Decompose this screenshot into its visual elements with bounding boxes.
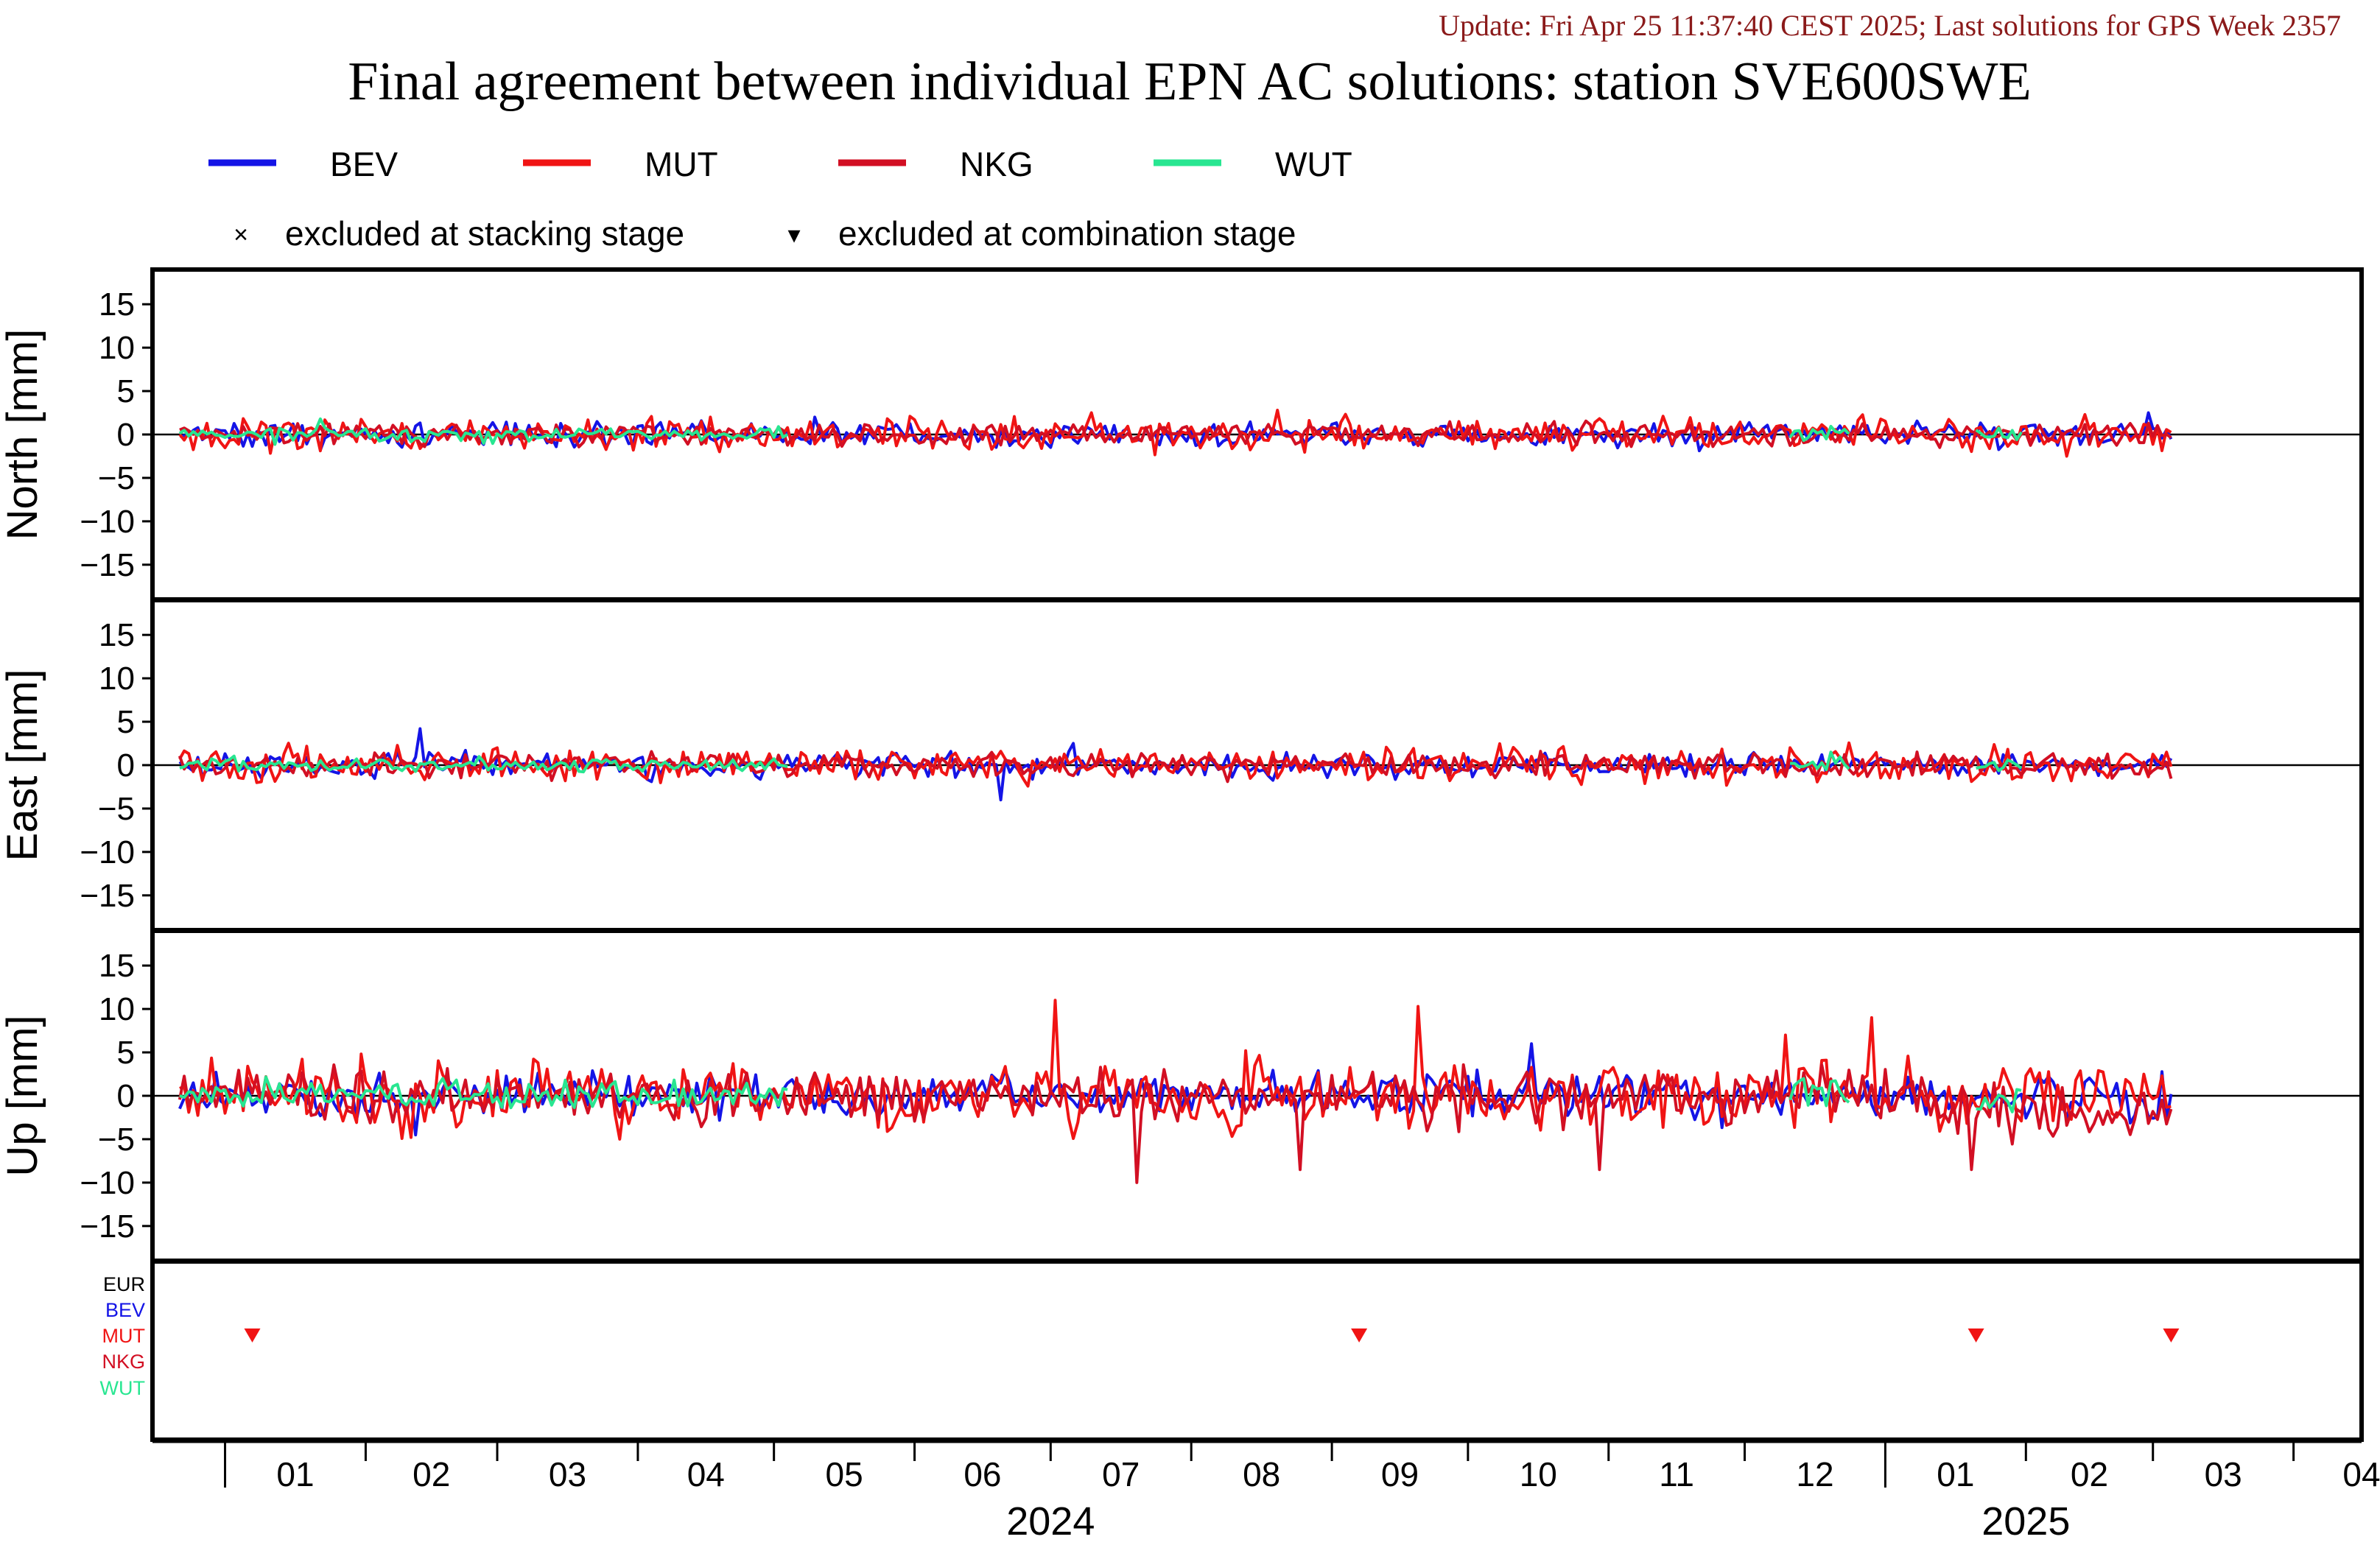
y-axis-label: Up [mm] (0, 1015, 46, 1176)
y-tick-label: 10 (99, 330, 135, 366)
panel-up: −15 −10 −5 0 5 10 15 Up [mm] (0, 931, 2362, 1261)
legend: BEV MUT NKG WUT × excluded at stacking stage ▾… (208, 145, 1352, 253)
legend-label-wut: WUT (1275, 145, 1352, 183)
exclusion-panel: EUR BEV MUT NKG WUT (100, 1261, 2362, 1440)
x-tick-label: 09 (1381, 1455, 1419, 1493)
x-tick-label: 12 (1796, 1455, 1833, 1493)
legend-marker-label: excluded at combination stage (838, 214, 1296, 253)
triangle-marker-icon: ▾ (787, 221, 800, 249)
combination-excluded-marker (2163, 1328, 2179, 1342)
panel-east: −15 −10 −5 0 5 10 15 East [mm] (0, 600, 2362, 930)
exclusion-row-label-wut: WUT (100, 1377, 145, 1399)
x-tick-label: 05 (826, 1455, 863, 1493)
combination-excluded-marker (1351, 1328, 1367, 1342)
y-tick-label: −5 (98, 460, 135, 496)
x-tick-label: 07 (1102, 1455, 1140, 1493)
exclusion-row-label-eur: EUR (103, 1273, 145, 1295)
y-axis-label: East [mm] (0, 669, 46, 861)
x-tick-label: 04 (2342, 1455, 2380, 1493)
y-tick-label: −15 (80, 1208, 135, 1245)
y-tick-label: 0 (117, 747, 135, 784)
combination-excluded-marker (245, 1328, 261, 1342)
x-tick-label: 04 (687, 1455, 725, 1493)
y-tick-label: −15 (80, 547, 135, 583)
series-line-nkg (180, 1065, 2172, 1183)
legend-label-bev: BEV (330, 145, 398, 183)
legend-label-mut: MUT (645, 145, 718, 183)
y-tick-label: −5 (98, 791, 135, 827)
y-tick-label: −15 (80, 878, 135, 914)
y-tick-label: 10 (99, 991, 135, 1027)
y-tick-label: −10 (80, 834, 135, 870)
x-year-label: 2025 (1981, 1499, 2070, 1544)
y-tick-label: 15 (99, 948, 135, 984)
y-tick-label: −10 (80, 504, 135, 540)
x-tick-label: 11 (1659, 1455, 1694, 1493)
y-tick-label: 15 (99, 617, 135, 653)
x-tick-label: 03 (549, 1455, 586, 1493)
exclusion-row-label-mut: MUT (102, 1325, 145, 1347)
legend-label-nkg: NKG (960, 145, 1033, 183)
cross-marker-icon: × (234, 221, 248, 249)
y-tick-label: 10 (99, 661, 135, 697)
plot-panels: −15 −10 −5 0 5 10 15 North [mm] −15 −10 −5 0 5 10 15 Ea… (0, 270, 2362, 1440)
legend-marker-label: excluded at stacking stage (285, 214, 684, 253)
y-tick-label: −5 (98, 1122, 135, 1158)
y-tick-label: 15 (99, 286, 135, 323)
y-tick-label: −10 (80, 1165, 135, 1201)
y-tick-label: 5 (117, 704, 135, 740)
x-tick-label: 10 (1520, 1455, 1557, 1493)
exclusion-panel-frame (152, 1261, 2362, 1440)
y-tick-label: 5 (117, 373, 135, 409)
panel-north: −15 −10 −5 0 5 10 15 North [mm] (0, 270, 2362, 599)
x-tick-label: 06 (963, 1455, 1001, 1493)
y-axis-label: North [mm] (0, 329, 46, 541)
update-text: Update: Fri Apr 25 11:37:40 CEST 2025; L… (1439, 9, 2341, 42)
x-year-label: 2024 (1006, 1499, 1095, 1544)
y-tick-label: 5 (117, 1035, 135, 1071)
x-tick-label: 03 (2205, 1455, 2242, 1493)
chart-title: Final agreement between individual EPN A… (348, 52, 2032, 112)
x-axis: 01 02 03 04 05 06 07 08 09 10 11 12 01 02 03 04 2024 2025 (152, 1442, 2380, 1544)
x-tick-label: 01 (1937, 1455, 1974, 1493)
exclusion-row-label-bev: BEV (105, 1299, 145, 1321)
combination-excluded-marker (1968, 1328, 1984, 1342)
x-tick-label: 02 (413, 1455, 450, 1493)
y-tick-label: 0 (117, 417, 135, 453)
x-tick-label: 02 (2071, 1455, 2108, 1493)
exclusion-row-label-nkg: NKG (102, 1351, 145, 1373)
y-tick-label: 0 (117, 1078, 135, 1114)
x-tick-label: 08 (1243, 1455, 1280, 1493)
x-tick-label: 01 (276, 1455, 314, 1493)
